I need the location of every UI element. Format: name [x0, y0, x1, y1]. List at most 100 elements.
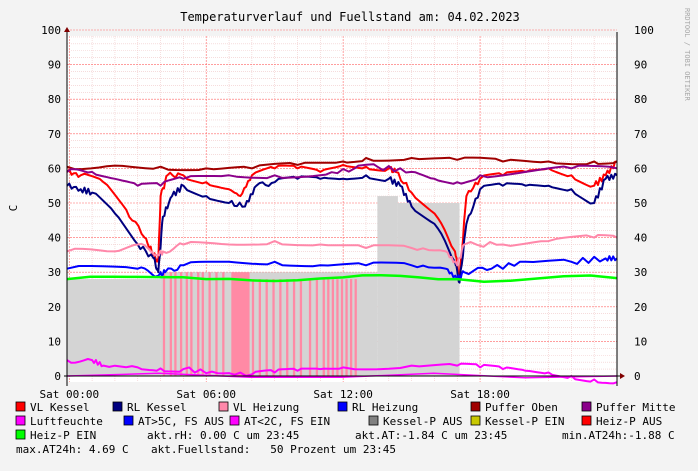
- area-band: [327, 279, 330, 376]
- info-text: min.AT24h:-1.88 C: [562, 429, 675, 442]
- area-band: [231, 272, 250, 376]
- area-band: [279, 279, 282, 376]
- watermark: RRDTOOL / TOBI OETIKER: [683, 8, 691, 102]
- legend-swatch: [581, 415, 592, 426]
- legend-label: Puffer Oben: [485, 401, 558, 414]
- y-tick-label-left: 70: [48, 128, 61, 141]
- area-band: [174, 272, 177, 376]
- legend-swatch: [229, 415, 240, 426]
- y-tick-label-left: 40: [48, 232, 61, 245]
- area-band: [336, 279, 339, 376]
- area-band: [331, 279, 335, 376]
- series-line: [66, 163, 618, 187]
- area-band: [185, 272, 188, 376]
- area-band: [315, 279, 319, 376]
- y-tick-label-left: 10: [48, 335, 61, 348]
- y-tick-label-right: 40: [634, 232, 647, 245]
- info-text: max.AT24h: 4.69 C: [16, 443, 129, 456]
- x-tick-label: Sat 18:00: [450, 388, 510, 401]
- y-tick-label-right: 90: [634, 59, 647, 72]
- y-axis-arrow: [64, 27, 70, 32]
- legend-swatch: [15, 429, 26, 440]
- legend-swatch: [581, 401, 592, 412]
- legend-label: RL Kessel: [127, 401, 187, 414]
- area-band: [354, 279, 357, 376]
- area-band: [169, 272, 172, 376]
- area-band: [251, 279, 255, 376]
- y-tick-label-left: 30: [48, 266, 61, 279]
- legend-swatch: [15, 401, 26, 412]
- legend-label: AT<2C, FS EIN: [244, 415, 330, 428]
- x-axis-arrow: [620, 373, 625, 379]
- area-band: [272, 279, 275, 376]
- area-band: [377, 196, 398, 376]
- x-tick-label: Sat 12:00: [313, 388, 373, 401]
- y-tick-label-left: 90: [48, 59, 61, 72]
- area-band: [292, 279, 296, 376]
- y-tick-label-right: 10: [634, 335, 647, 348]
- y-tick-label-left: 60: [48, 162, 61, 175]
- area-band: [265, 279, 268, 376]
- legend-label: Heiz-P AUS: [596, 415, 662, 428]
- area-band: [397, 203, 460, 376]
- x-tick-label: Sat 00:00: [39, 388, 99, 401]
- legend-label: Luftfeuchte: [30, 415, 103, 428]
- axes: 0 0 10 10 20 20 30 30 40 40 50 50 60 60 70 70 80 80 90 90 10…: [39, 24, 653, 401]
- area-band: [215, 272, 218, 376]
- chart-title: Temperaturverlauf und Fuellstand am: 04.…: [180, 10, 520, 24]
- legend-swatch: [123, 415, 134, 426]
- legend-label: AT>5C, FS AUS: [138, 415, 224, 428]
- area-band: [349, 279, 353, 376]
- series-line: [66, 156, 618, 172]
- area-band: [197, 272, 200, 376]
- y-tick-label-left: 20: [48, 301, 61, 314]
- area-band: [299, 279, 303, 376]
- legend-swatch: [368, 415, 379, 426]
- legend-label: Kessel-P EIN: [485, 415, 564, 428]
- y-tick-label-right: 100: [634, 24, 654, 37]
- y-tick-label-left: 80: [48, 93, 61, 106]
- y-tick-label-left: 0: [54, 370, 61, 383]
- y-tick-label-right: 60: [634, 162, 647, 175]
- legend-swatch: [470, 401, 481, 412]
- area-band: [160, 272, 378, 376]
- area-band: [345, 279, 348, 376]
- legend-label: VL Kessel: [30, 401, 90, 414]
- info-text: akt.AT:-1.84 C um 23:45: [355, 429, 507, 442]
- series-line: [66, 255, 618, 281]
- y-tick-label-right: 20: [634, 301, 647, 314]
- series-line: [66, 172, 618, 284]
- y-axis-label: C: [7, 205, 20, 212]
- legend-swatch: [112, 401, 123, 412]
- series-line: [66, 160, 618, 281]
- legend-label: Puffer Mitte: [596, 401, 675, 414]
- area-band: [179, 272, 183, 376]
- series-line: [66, 372, 618, 379]
- area-band: [190, 272, 193, 376]
- area-band: [222, 272, 225, 376]
- legend-label: VL Heizung: [233, 401, 299, 414]
- area-band: [162, 272, 166, 376]
- y-tick-label-left: 50: [48, 197, 61, 210]
- series-layer: [66, 156, 618, 385]
- legend: VL Kessel RL Kessel VL Heizung RL Heizung Pu…: [15, 401, 675, 442]
- y-tick-label-right: 0: [634, 370, 641, 383]
- area-band: [201, 272, 204, 376]
- area-band: [208, 272, 211, 376]
- series-line: [66, 234, 618, 267]
- legend-label: Heiz-P EIN: [30, 429, 96, 442]
- y-tick-label-right: 50: [634, 197, 647, 210]
- legend-swatch: [470, 415, 481, 426]
- y-tick-label-left: 100: [41, 24, 61, 37]
- area-band: [258, 279, 261, 376]
- y-tick-label-right: 70: [634, 128, 647, 141]
- series-line: [66, 273, 618, 283]
- area-band: [286, 279, 289, 376]
- legend-swatch: [15, 415, 26, 426]
- area-band: [340, 279, 344, 376]
- x-tick-label: Sat 06:00: [176, 388, 236, 401]
- y-tick-label-right: 30: [634, 266, 647, 279]
- y-tick-label-right: 80: [634, 93, 647, 106]
- info-lines: akt.rH: 0.00 C um 23:45 akt.AT:-1.84 C um…: [16, 429, 675, 456]
